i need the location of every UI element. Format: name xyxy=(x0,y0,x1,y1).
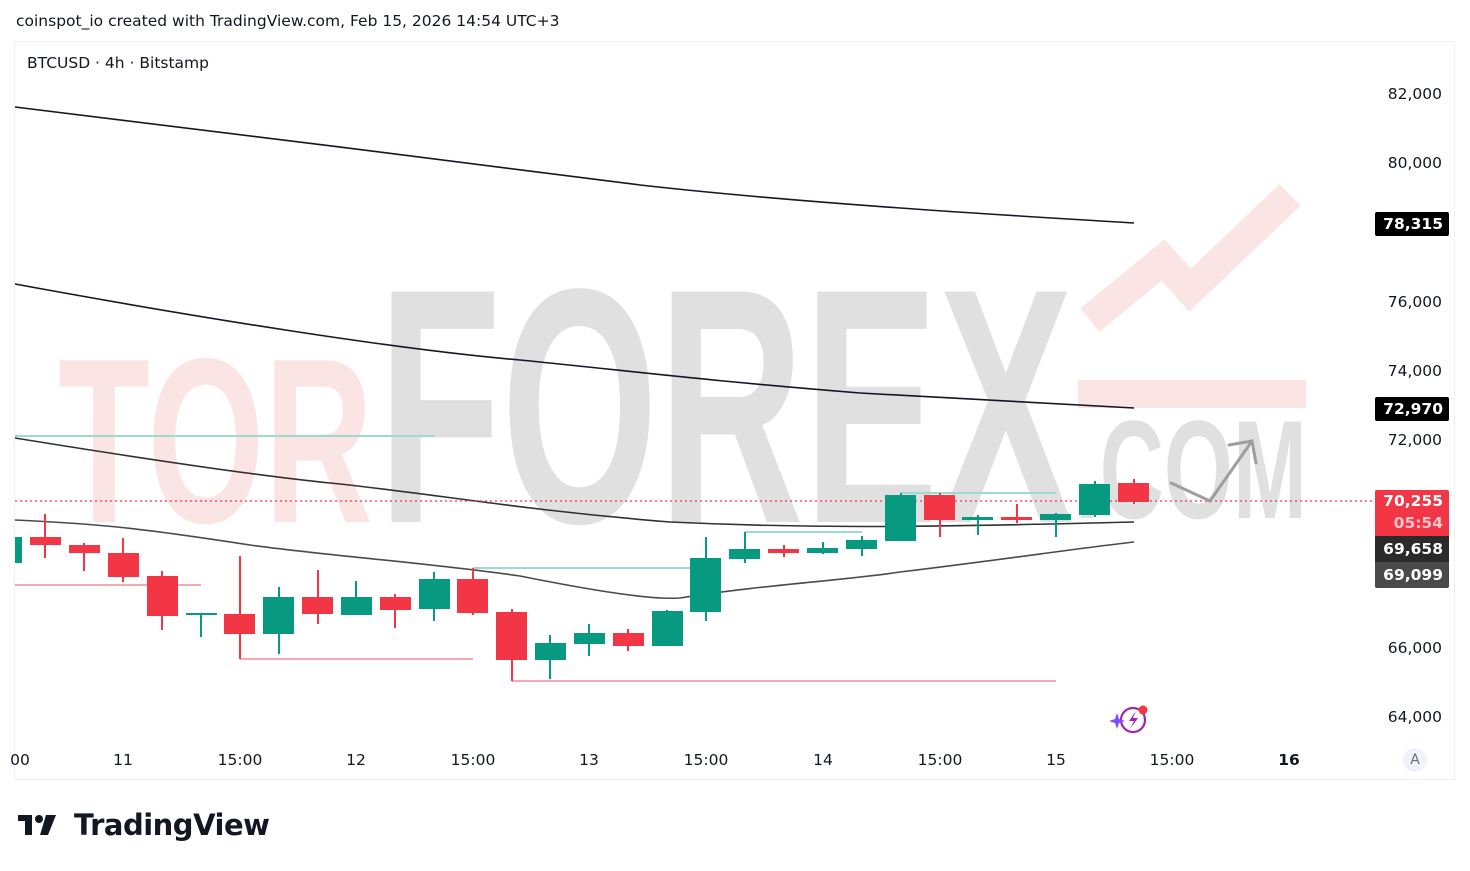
projection-arrow-icon xyxy=(1169,439,1258,503)
time-axis-label: 15:00 xyxy=(450,751,496,769)
time-axis-label: 15:00 xyxy=(917,751,963,769)
tradingview-logo-icon xyxy=(18,815,56,835)
ma-bottom-price-tag: 69,099 xyxy=(1375,562,1449,588)
ai-assistant-icon[interactable] xyxy=(1108,700,1154,740)
time-axis-label: 16 xyxy=(1278,751,1300,769)
ma-mid-price-tag: 72,970 xyxy=(1375,397,1449,421)
price-axis-label: 72,000 xyxy=(1387,431,1442,449)
level-lines xyxy=(15,435,1056,682)
time-axis-label: 15 xyxy=(1046,751,1066,769)
time-axis-label: 12 xyxy=(346,751,366,769)
time-axis-label: 15:00 xyxy=(1149,751,1195,769)
time-axis-label: 15:00 xyxy=(217,751,263,769)
ma-low-price-tag: 69,658 xyxy=(1375,536,1449,562)
time-axis-label: 14 xyxy=(813,751,833,769)
time-axis-label: 15:00 xyxy=(683,751,729,769)
svg-text:.COM: .COM xyxy=(1075,391,1307,548)
symbol-legend[interactable]: BTCUSD · 4h · Bitstamp xyxy=(27,54,209,72)
price-axis-label: 74,000 xyxy=(1387,362,1442,380)
last-price-tag: 70,255 05:54 xyxy=(1375,490,1449,536)
svg-text:FOREX: FOREX xyxy=(378,219,1074,593)
ma-top-price-tag: 78,315 xyxy=(1375,212,1449,236)
candles xyxy=(15,479,1149,681)
price-axis-label: 66,000 xyxy=(1387,639,1442,657)
chart-credit: coinspot_io created with TradingView.com… xyxy=(16,12,560,30)
price-axis-label: 76,000 xyxy=(1387,293,1442,311)
last-price-value: 70,255 xyxy=(1383,492,1443,510)
tradingview-brand: TradingView xyxy=(74,808,270,842)
time-axis-label: 00 xyxy=(10,751,30,769)
price-axis-label: 80,000 xyxy=(1387,154,1442,172)
time-axis-label: 11 xyxy=(113,751,133,769)
time-axis-label: 13 xyxy=(579,751,599,769)
tradingview-logo: TradingView xyxy=(18,808,270,842)
price-axis-label: 64,000 xyxy=(1387,708,1442,726)
watermark: TOR FOREX .COM xyxy=(58,184,1307,593)
bar-countdown: 05:54 xyxy=(1393,514,1443,532)
svg-text:TOR: TOR xyxy=(58,309,373,572)
auto-scale-button[interactable]: A xyxy=(1403,748,1427,772)
chart-frame xyxy=(14,41,1455,780)
price-axis-label: 82,000 xyxy=(1387,85,1442,103)
